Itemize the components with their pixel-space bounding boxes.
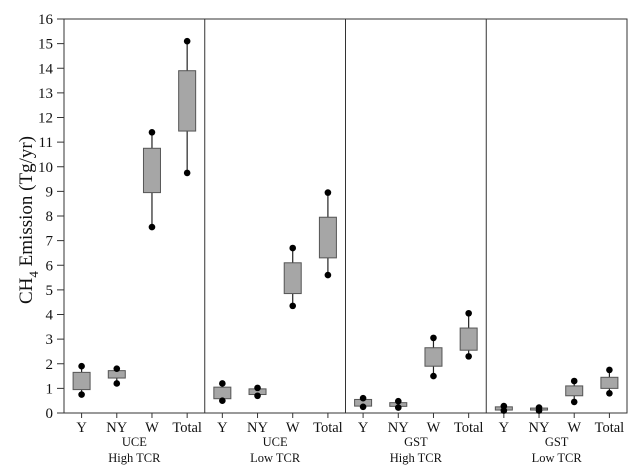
- panel-label-line2: High TCR: [108, 451, 161, 465]
- min-point: [219, 397, 226, 404]
- y-tick-label: 3: [46, 332, 54, 348]
- category-label: Total: [595, 420, 625, 436]
- box-iqr: [213, 386, 232, 400]
- max-point: [394, 397, 402, 405]
- panel-label-line1: UCE: [122, 435, 147, 449]
- category-label: Total: [313, 420, 343, 436]
- max-point: [219, 380, 226, 387]
- category-label: NY: [388, 420, 409, 436]
- box-iqr: [72, 371, 91, 391]
- box-iqr: [318, 216, 337, 259]
- box-iqr: [600, 376, 619, 389]
- category-label: W: [145, 420, 159, 436]
- box-marks: [72, 37, 619, 414]
- box-iqr: [142, 147, 161, 194]
- min-point: [570, 398, 578, 406]
- max-point: [324, 189, 332, 196]
- panel-label-line1: UCE: [263, 435, 288, 449]
- min-point: [430, 372, 437, 380]
- y-tick-label: 9: [46, 184, 54, 200]
- box-iqr: [459, 327, 478, 351]
- min-point: [254, 392, 261, 400]
- min-point: [113, 380, 121, 387]
- max-point: [78, 362, 85, 370]
- y-tick-label: 10: [38, 160, 53, 176]
- min-point: [606, 390, 613, 397]
- panel-label-line1: GST: [404, 435, 428, 449]
- category-label: NY: [529, 420, 550, 436]
- min-point: [359, 403, 367, 411]
- box-iqr: [565, 385, 584, 397]
- category-label: Y: [76, 420, 87, 436]
- max-point: [570, 377, 578, 385]
- category-label: W: [567, 420, 581, 436]
- box-iqr: [283, 262, 302, 295]
- box-iqr: [424, 347, 443, 367]
- y-tick-label: 11: [39, 135, 53, 151]
- box-iqr: [178, 70, 197, 132]
- min-point: [324, 271, 332, 279]
- y-axis-label: CH4 Emission (Tg/yr): [16, 136, 41, 304]
- y-tick-label: 6: [46, 258, 54, 274]
- panel-label-line2: Low TCR: [532, 451, 583, 465]
- min-point: [394, 404, 402, 411]
- category-label: NY: [247, 420, 268, 436]
- category-label: Y: [358, 420, 369, 436]
- category-label: W: [427, 420, 441, 436]
- y-tick-label: 8: [46, 209, 54, 225]
- category-label: NY: [106, 420, 127, 436]
- y-tick-label: 2: [46, 357, 54, 373]
- y-tick-label: 16: [38, 12, 54, 28]
- y-tick-label: 4: [46, 308, 54, 324]
- category-label: Total: [172, 420, 202, 436]
- category-label: W: [286, 420, 300, 436]
- max-point: [359, 394, 367, 402]
- y-tick-label: 0: [46, 406, 54, 422]
- max-point: [113, 365, 121, 372]
- category-label: Y: [217, 420, 228, 436]
- panel-label-line2: Low TCR: [250, 451, 301, 465]
- y-tick-label: 14: [38, 61, 54, 77]
- min-point: [183, 169, 191, 177]
- panel-label-line1: GST: [545, 435, 569, 449]
- max-point: [148, 128, 156, 136]
- panel-label-line2: High TCR: [390, 451, 443, 465]
- y-tick-label: 15: [38, 37, 53, 53]
- min-point: [465, 353, 472, 360]
- min-point: [535, 407, 543, 414]
- min-point: [289, 302, 297, 310]
- y-tick-label: 13: [38, 86, 53, 102]
- category-label: Y: [499, 420, 510, 436]
- max-point: [430, 334, 437, 342]
- category-label: Total: [454, 420, 484, 436]
- min-point: [78, 391, 85, 398]
- max-point: [289, 244, 297, 252]
- y-tick-label: 12: [38, 111, 53, 127]
- min-point: [500, 407, 508, 414]
- y-tick-label: 7: [46, 234, 54, 250]
- max-point: [183, 37, 191, 45]
- max-point: [465, 309, 472, 317]
- max-point: [606, 366, 613, 374]
- max-point: [254, 384, 261, 392]
- min-point: [148, 223, 156, 231]
- y-tick-label: 5: [46, 283, 54, 299]
- y-tick-label: 1: [46, 381, 54, 397]
